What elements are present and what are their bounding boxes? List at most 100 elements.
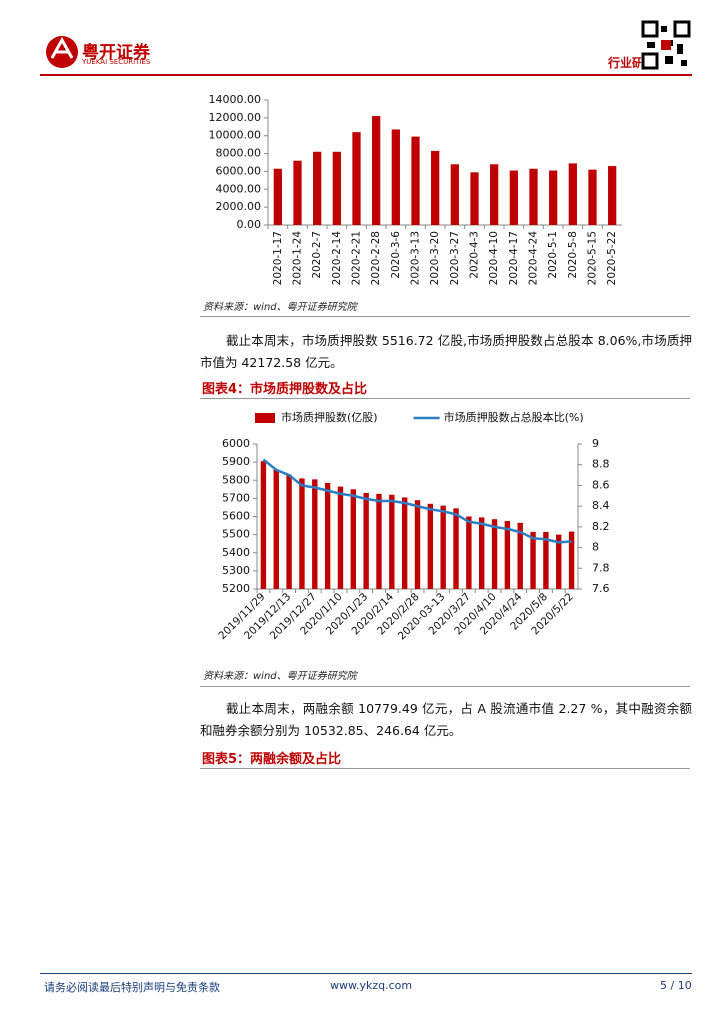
x-tick-label: 2020-3-20 bbox=[429, 231, 441, 285]
bar bbox=[337, 486, 344, 589]
bar bbox=[313, 151, 322, 225]
x-tick-label: 2020-4-10 bbox=[488, 231, 500, 285]
bar bbox=[427, 503, 434, 589]
bar bbox=[273, 469, 279, 589]
x-tick-label: 2020-2-28 bbox=[370, 231, 382, 285]
bar bbox=[391, 129, 400, 225]
y-tick-label: 6000 bbox=[222, 437, 250, 450]
rule bbox=[200, 768, 690, 769]
bar bbox=[608, 166, 617, 225]
bar bbox=[568, 163, 577, 225]
logo-text: 粤开证券 bbox=[82, 43, 150, 63]
bar bbox=[350, 489, 356, 589]
x-tick-label: 2020-3-6 bbox=[390, 231, 402, 279]
source: 资料来源：wind、粤开证券研究院 bbox=[203, 302, 357, 313]
y-tick-label: 5300 bbox=[222, 564, 250, 577]
legend-label: 市场质押股数(亿股) bbox=[281, 410, 378, 424]
paragraph: 截止本周末，市场质押股数 5516.72 亿股,市场质押股数占总股本 8.06%… bbox=[200, 333, 692, 370]
disclaimer: 请务必阅读最后特别声明与免责条款 bbox=[44, 981, 220, 994]
y2-tick-label: 8.4 bbox=[592, 499, 610, 512]
bar bbox=[530, 531, 536, 589]
bar bbox=[299, 478, 305, 589]
y-tick-label: 5800 bbox=[222, 473, 250, 486]
y-tick-label: 2000.00 bbox=[216, 200, 262, 213]
bar bbox=[491, 519, 498, 589]
x-tick-label: 2020-2-7 bbox=[311, 231, 323, 279]
bar bbox=[332, 151, 341, 225]
bar bbox=[273, 168, 282, 225]
y-tick-label: 8000.00 bbox=[216, 147, 262, 160]
footer-rule bbox=[40, 973, 692, 974]
bar bbox=[466, 516, 472, 589]
y2-tick-label: 7.8 bbox=[592, 561, 610, 574]
y2-tick-label: 8.2 bbox=[592, 520, 610, 533]
x-tick-label: 2020-5-1 bbox=[547, 231, 559, 279]
bar bbox=[372, 116, 381, 225]
x-tick-label: 2020-3-13 bbox=[410, 231, 422, 285]
logo-en: YUEKAI SECURITIES bbox=[82, 58, 151, 66]
bar bbox=[450, 164, 459, 225]
bar bbox=[556, 534, 562, 589]
bar bbox=[431, 150, 440, 225]
bar bbox=[324, 482, 331, 589]
y-tick-label: 14000.00 bbox=[209, 93, 262, 106]
bar bbox=[453, 508, 459, 589]
x-tick-label: 2020-2-21 bbox=[351, 231, 363, 285]
x-tick-label: 2020-5-22 bbox=[606, 231, 618, 285]
bar bbox=[352, 132, 361, 225]
source: 资料来源：wind、粤开证券研究院 bbox=[203, 671, 357, 682]
x-tick-label: 2020-2-14 bbox=[331, 231, 343, 286]
rule bbox=[200, 686, 690, 687]
bar bbox=[470, 172, 479, 225]
x-tick-label: 2020-1-17 bbox=[272, 231, 284, 285]
bar bbox=[414, 500, 421, 589]
y-tick-label: 12000.00 bbox=[209, 111, 262, 124]
x-tick-label: 2020-4-3 bbox=[469, 231, 481, 279]
bar bbox=[401, 497, 408, 589]
bar bbox=[504, 521, 511, 589]
figure-title: 图表4：市场质押股数及占比 bbox=[202, 382, 368, 397]
bar bbox=[389, 494, 395, 589]
qr-code bbox=[641, 20, 691, 70]
x-tick-label: 2020-4-24 bbox=[528, 231, 540, 286]
y-tick-label: 5600 bbox=[222, 510, 250, 523]
line bbox=[262, 458, 572, 544]
y-tick-label: 5500 bbox=[222, 528, 250, 541]
bar bbox=[293, 160, 302, 225]
x-tick-label: 2020-1-24 bbox=[292, 231, 304, 286]
y-tick-label: 5700 bbox=[222, 491, 250, 504]
y-tick-label: 10000.00 bbox=[209, 129, 262, 142]
figure-title: 图表5：两融余额及占比 bbox=[202, 752, 342, 767]
bar bbox=[260, 461, 267, 589]
y2-tick-label: 8.6 bbox=[592, 478, 610, 491]
bar bbox=[312, 479, 318, 589]
x-tick-label: 2020-5-8 bbox=[567, 231, 579, 279]
x-tick-label: 2020-4-17 bbox=[508, 231, 520, 285]
bar bbox=[363, 492, 369, 589]
chart: 5200 5300 5400 5500 5600 5700 5800 5900 6000 7.6 7… bbox=[216, 410, 610, 642]
page-number: 5 / 10 bbox=[660, 979, 692, 992]
rule bbox=[200, 398, 690, 399]
bar bbox=[588, 169, 597, 225]
logo-icon bbox=[46, 36, 78, 68]
y-tick-label: 5200 bbox=[222, 582, 250, 595]
x-tick-label: 2020-5-15 bbox=[587, 231, 599, 285]
y-tick-label: 5900 bbox=[222, 455, 250, 468]
bar bbox=[440, 505, 446, 589]
url: www.ykzq.com bbox=[330, 979, 413, 992]
rule bbox=[200, 316, 690, 317]
bar bbox=[549, 170, 558, 225]
y-tick-label: 6000.00 bbox=[216, 164, 262, 177]
bar bbox=[479, 517, 485, 589]
y2-tick-label: 8 bbox=[592, 541, 599, 554]
paragraph: 截止本周末，两融余额 10779.49 亿元，占 A 股流通市值 2.27 %，… bbox=[200, 701, 692, 738]
legend-label: 市场质押股数占总股本比(%) bbox=[444, 410, 584, 424]
bar bbox=[490, 164, 499, 225]
bar bbox=[517, 522, 523, 589]
y-tick-label: 4000.00 bbox=[216, 182, 262, 195]
bar bbox=[568, 531, 575, 589]
y2-tick-label: 9 bbox=[592, 437, 599, 450]
legend-swatch bbox=[255, 413, 275, 423]
bar bbox=[529, 168, 538, 225]
